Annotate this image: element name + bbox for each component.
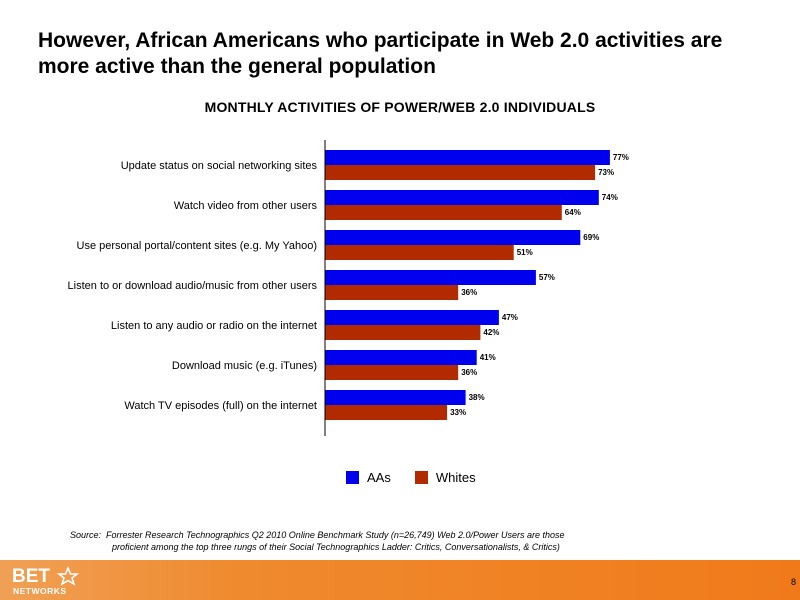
footer-bar — [0, 560, 800, 600]
value-label-whites: 73% — [598, 168, 614, 177]
source-prefix: Source: — [70, 530, 102, 540]
bar-chart: Update status on social networking sites… — [68, 140, 629, 436]
bar-whites — [325, 365, 459, 380]
value-label-aas: 38% — [469, 393, 485, 402]
legend-label-aas: AAs — [367, 470, 391, 485]
bar-aas — [325, 270, 536, 285]
value-label-aas: 41% — [480, 353, 496, 362]
category-label: Watch TV episodes (full) on the internet — [124, 400, 317, 412]
value-label-whites: 64% — [565, 208, 581, 217]
page-number: 8 — [790, 577, 796, 587]
logo-text-top: BET — [12, 566, 50, 587]
legend-swatch-whites — [414, 471, 428, 484]
value-label-aas: 69% — [583, 233, 599, 242]
value-label-aas: 77% — [613, 153, 629, 162]
category-label: Listen to any audio or radio on the inte… — [111, 320, 317, 332]
value-label-whites: 42% — [483, 328, 499, 337]
bar-aas — [325, 390, 466, 405]
legend-item-aas: AAs — [346, 470, 391, 485]
value-label-whites: 51% — [517, 248, 533, 257]
category-label: Download music (e.g. iTunes) — [172, 360, 317, 372]
value-label-whites: 36% — [461, 288, 477, 297]
star-icon — [56, 565, 80, 586]
legend-label-whites: Whites — [435, 470, 476, 485]
value-label-whites: 33% — [450, 408, 466, 417]
source-note: Source: Forrester Research Technographic… — [70, 529, 770, 553]
legend-swatch-aas — [346, 471, 359, 484]
value-label-aas: 47% — [502, 313, 518, 322]
chart-title: MONTHLY ACTIVITIES OF POWER/WEB 2.0 INDI… — [204, 99, 596, 115]
bar-aas — [325, 310, 499, 325]
source-line-2: proficient among the top three rungs of … — [112, 542, 560, 552]
bar-whites — [325, 405, 448, 420]
bar-whites — [325, 165, 596, 180]
category-label: Use personal portal/content sites (e.g. … — [77, 240, 318, 252]
chart-legend: AAs Whites — [346, 470, 500, 485]
bar-whites — [325, 285, 459, 300]
bar-aas — [325, 350, 477, 365]
category-label: Update status on social networking sites — [121, 160, 318, 172]
value-label-aas: 57% — [539, 273, 555, 282]
legend-item-whites: Whites — [414, 470, 476, 485]
category-label: Watch video from other users — [174, 200, 318, 212]
bar-whites — [325, 205, 562, 220]
logo-text-bottom: NETWORKS — [13, 586, 67, 596]
slide-headline: However, African Americans who participa… — [38, 29, 723, 78]
bar-aas — [325, 190, 599, 205]
bar-whites — [325, 245, 514, 260]
bar-aas — [325, 230, 581, 245]
value-label-aas: 74% — [602, 193, 618, 202]
category-label: Listen to or download audio/music from o… — [68, 280, 318, 292]
value-label-whites: 36% — [461, 368, 477, 377]
bet-networks-logo: BET NETWORKS — [12, 565, 80, 596]
bar-whites — [325, 325, 481, 340]
bar-aas — [325, 150, 610, 165]
source-line-1: Forrester Research Technographics Q2 201… — [106, 530, 565, 540]
